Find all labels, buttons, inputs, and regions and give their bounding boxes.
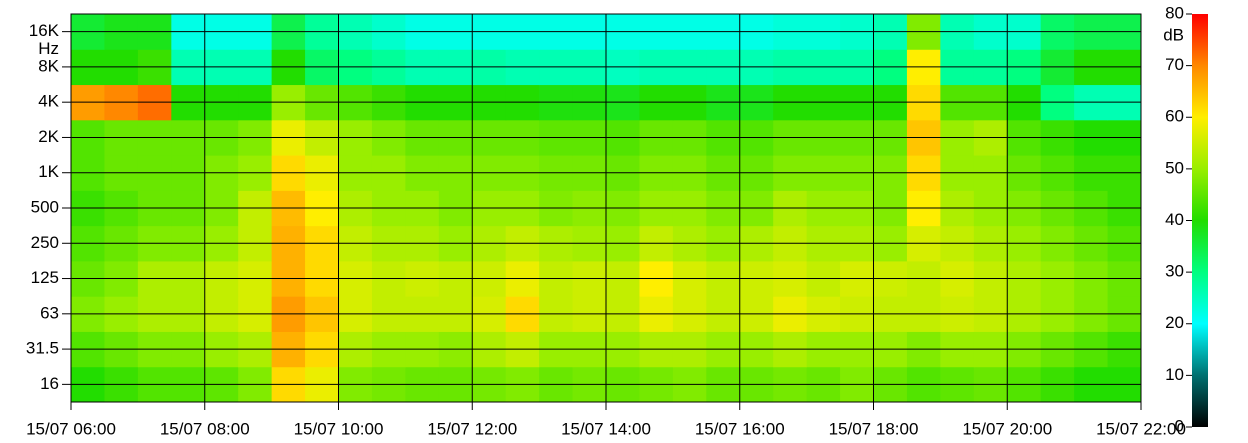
colorbar-tick-label: 30	[1165, 262, 1184, 281]
y-tick-label: 31.5	[26, 339, 59, 358]
x-tick-label: 15/07 14:00	[561, 419, 651, 438]
x-tick-label: 15/07 12:00	[427, 419, 517, 438]
x-tick-label: 15/07 08:00	[160, 419, 250, 438]
x-tick-label: 15/07 06:00	[26, 419, 116, 438]
colorbar-tick-label: 80	[1165, 3, 1184, 22]
colorbar-label: dB	[1163, 25, 1184, 44]
colorbar-tick-label: 60	[1165, 107, 1184, 126]
colorbar-tick-label: 20	[1165, 313, 1184, 332]
colorbar-tick-label: 50	[1165, 158, 1184, 177]
y-tick-label: 125	[31, 268, 59, 287]
colorbar-tick-label: 10	[1165, 365, 1184, 384]
y-tick-label: 1K	[38, 162, 59, 181]
y-tick-label: 4K	[38, 92, 59, 111]
y-axis-label: Hz	[38, 39, 59, 58]
y-tick-label: 16K	[29, 21, 60, 40]
y-tick-label: 8K	[38, 56, 59, 75]
x-tick-label: 15/07 18:00	[829, 419, 919, 438]
y-tick-label: 250	[31, 233, 59, 252]
x-tick-label: 15/07 20:00	[962, 419, 1052, 438]
x-tick-label: 15/07 10:00	[294, 419, 384, 438]
plot-frame	[70, 13, 1142, 403]
y-tick-label: 500	[31, 197, 59, 216]
x-tick-label: 15/07 16:00	[695, 419, 785, 438]
y-tick-label: 63	[40, 303, 59, 322]
colorbar-tick-label: 0	[1175, 416, 1184, 435]
colorbar-tick-label: 70	[1165, 55, 1184, 74]
colorbar-tick-label: 40	[1165, 210, 1184, 229]
x-tick-label: 15/07 22:00	[1096, 419, 1186, 438]
y-tick-label: 16	[40, 374, 59, 393]
y-tick-label: 2K	[38, 127, 59, 146]
colorbar	[1192, 14, 1208, 427]
